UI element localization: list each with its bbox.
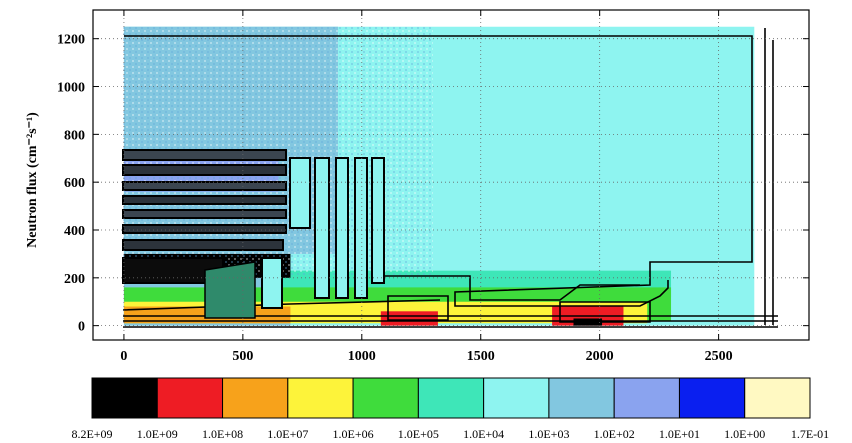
y-tick-label: 400 — [64, 224, 85, 239]
x-tick-label: 2000 — [586, 349, 614, 364]
colorbar-swatch-5 — [417, 377, 485, 419]
x-tick-label: 1000 — [348, 349, 376, 364]
x-tick-label: 0 — [120, 349, 127, 364]
colorbar-label: 1.0E+09 — [137, 427, 178, 441]
vertical-magnets — [261, 157, 385, 309]
y-tick-label: 800 — [64, 128, 85, 143]
colorbar-label: 1.0E+06 — [333, 427, 374, 441]
colorbar-swatch-6 — [483, 377, 550, 419]
y-tick-label: 200 — [64, 272, 85, 287]
wedge-structure — [204, 261, 256, 319]
outer-cavern-outline — [124, 35, 753, 307]
colorbar-swatch-10 — [744, 377, 811, 419]
colorbar-swatch-2 — [222, 377, 289, 419]
colorbar-swatch-4 — [352, 377, 419, 419]
tunnel-outline — [385, 275, 640, 301]
colorbar-label: 8.2E+09 — [71, 427, 112, 441]
beamline-outline — [122, 299, 441, 311]
colorbar-swatch-1 — [156, 377, 224, 419]
y-tick-label: 600 — [64, 176, 85, 191]
plot-frame — [92, 9, 810, 341]
colorbar-label: 1.0E+07 — [267, 427, 308, 441]
colorbar-label: 1.0E+05 — [398, 427, 439, 441]
colorbar-label: 1.7E-01 — [791, 427, 829, 441]
colorbar-swatch-8 — [613, 377, 680, 419]
colorbar-swatch-7 — [548, 377, 615, 419]
colorbar-label: 1.0E+01 — [659, 427, 700, 441]
colorbar-swatch-9 — [678, 377, 746, 419]
y-tick-label: 1000 — [57, 81, 85, 96]
colorbar-label: 1.0E+00 — [724, 427, 765, 441]
target-block-outline — [559, 301, 651, 323]
flux-region-8 — [380, 311, 438, 326]
colorbar-swatch-0 — [91, 377, 158, 419]
colorbar-label: 1.0E+04 — [463, 427, 504, 441]
x-tick-label: 500 — [232, 349, 253, 364]
x-tick-label: 2500 — [705, 349, 733, 364]
colorbar-label: 1.0E+03 — [528, 427, 569, 441]
colorbar-swatch-3 — [287, 377, 354, 419]
x-tick-label: 1500 — [467, 349, 495, 364]
colorbar — [91, 377, 811, 419]
colorbar-label: 1.0E+02 — [594, 427, 635, 441]
y-tick-label: 1200 — [57, 33, 85, 48]
colorbar-labels: 8.2E+09 1.0E+09 1.0E+08 1.0E+07 1.0E+06 1.0E+… — [71, 427, 829, 441]
shield-block-outline — [387, 295, 449, 321]
y-tick-label: 0 — [78, 320, 85, 335]
y-axis: 0 200 400 600 800 1000 1200 — [57, 33, 809, 335]
y-axis-title: Neutron flux (cm⁻²s⁻¹) — [25, 112, 40, 248]
grid-lines — [93, 10, 809, 340]
x-axis: 0 500 1000 1500 2000 2500 — [120, 10, 733, 364]
colorbar-label: 1.0E+08 — [202, 427, 243, 441]
stacked-slabs — [122, 149, 287, 284]
